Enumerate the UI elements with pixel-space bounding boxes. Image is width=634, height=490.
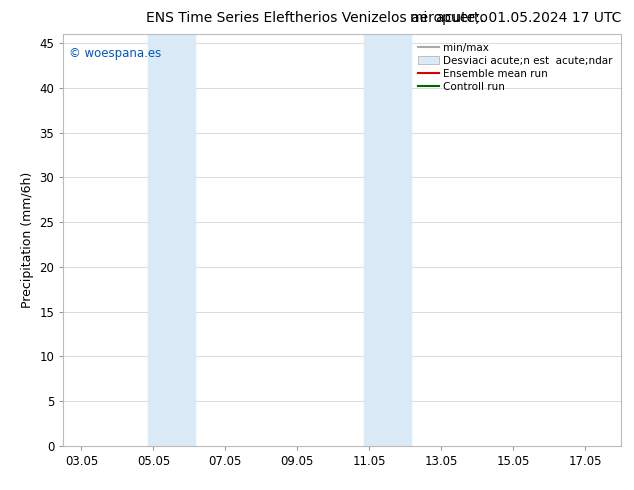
- Text: © woespana.es: © woespana.es: [69, 47, 161, 60]
- Bar: [364, 34, 411, 446]
- Bar: [148, 34, 195, 446]
- Legend: min/max, Desviaci acute;n est  acute;ndar, Ensemble mean run, Controll run: min/max, Desviaci acute;n est acute;ndar…: [415, 40, 616, 95]
- Y-axis label: Precipitation (mm/6h): Precipitation (mm/6h): [21, 172, 34, 308]
- Text: ENS Time Series Eleftherios Venizelos aeropuerto: ENS Time Series Eleftherios Venizelos ae…: [146, 11, 488, 25]
- Text: mi  acute;. 01.05.2024 17 UTC: mi acute;. 01.05.2024 17 UTC: [410, 11, 621, 25]
